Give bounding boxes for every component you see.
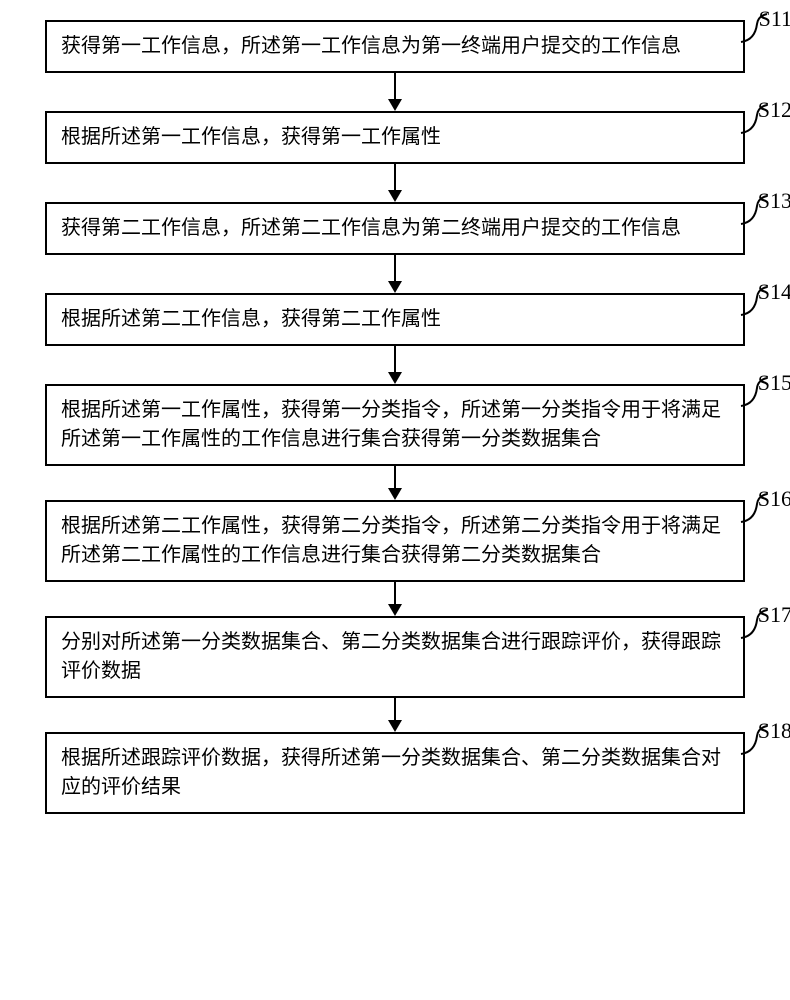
step-box: 根据所述第一工作属性，获得第一分类指令，所述第一分类指令用于将满足所述第一工作属… <box>45 384 745 466</box>
step-s140: S140 根据所述第二工作信息，获得第二工作属性 <box>45 293 745 346</box>
step-text: 获得第一工作信息，所述第一工作信息为第一终端用户提交的工作信息 <box>61 32 681 61</box>
step-s150: S150 根据所述第一工作属性，获得第一分类指令，所述第一分类指令用于将满足所述… <box>45 384 745 466</box>
step-text: 分别对所述第一分类数据集合、第二分类数据集合进行跟踪评价，获得跟踪评价数据 <box>61 628 729 686</box>
step-text: 获得第二工作信息，所述第二工作信息为第二终端用户提交的工作信息 <box>61 214 681 243</box>
step-box: 根据所述跟踪评价数据，获得所述第一分类数据集合、第二分类数据集合对应的评价结果 <box>45 732 745 814</box>
step-label: S130 <box>758 188 790 214</box>
arrow <box>45 255 745 293</box>
arrow <box>45 346 745 384</box>
step-text: 根据所述第二工作信息，获得第二工作属性 <box>61 305 441 334</box>
step-s130: S130 获得第二工作信息，所述第二工作信息为第二终端用户提交的工作信息 <box>45 202 745 255</box>
step-label: S170 <box>758 602 790 628</box>
arrow <box>45 698 745 732</box>
step-box: 获得第一工作信息，所述第一工作信息为第一终端用户提交的工作信息 <box>45 20 745 73</box>
arrow <box>45 466 745 500</box>
step-box: 根据所述第二工作属性，获得第二分类指令，所述第二分类指令用于将满足所述第二工作属… <box>45 500 745 582</box>
step-s160: S160 根据所述第二工作属性，获得第二分类指令，所述第二分类指令用于将满足所述… <box>45 500 745 582</box>
step-text: 根据所述跟踪评价数据，获得所述第一分类数据集合、第二分类数据集合对应的评价结果 <box>61 744 729 802</box>
step-label: S180 <box>758 718 790 744</box>
step-box: 获得第二工作信息，所述第二工作信息为第二终端用户提交的工作信息 <box>45 202 745 255</box>
arrow <box>45 582 745 616</box>
step-s110: S110 获得第一工作信息，所述第一工作信息为第一终端用户提交的工作信息 <box>45 20 745 73</box>
arrow <box>45 164 745 202</box>
step-label: S110 <box>759 6 790 32</box>
step-text: 根据所述第一工作属性，获得第一分类指令，所述第一分类指令用于将满足所述第一工作属… <box>61 396 729 454</box>
step-box: 根据所述第二工作信息，获得第二工作属性 <box>45 293 745 346</box>
step-box: 根据所述第一工作信息，获得第一工作属性 <box>45 111 745 164</box>
step-text: 根据所述第二工作属性，获得第二分类指令，所述第二分类指令用于将满足所述第二工作属… <box>61 512 729 570</box>
step-text: 根据所述第一工作信息，获得第一工作属性 <box>61 123 441 152</box>
step-s120: S120 根据所述第一工作信息，获得第一工作属性 <box>45 111 745 164</box>
step-s170: S170 分别对所述第一分类数据集合、第二分类数据集合进行跟踪评价，获得跟踪评价… <box>45 616 745 698</box>
step-label: S150 <box>758 370 790 396</box>
step-s180: S180 根据所述跟踪评价数据，获得所述第一分类数据集合、第二分类数据集合对应的… <box>45 732 745 814</box>
step-label: S120 <box>758 97 790 123</box>
step-label: S160 <box>758 486 790 512</box>
step-box: 分别对所述第一分类数据集合、第二分类数据集合进行跟踪评价，获得跟踪评价数据 <box>45 616 745 698</box>
step-label: S140 <box>758 279 790 305</box>
flowchart: S110 获得第一工作信息，所述第一工作信息为第一终端用户提交的工作信息 S12… <box>0 0 790 1000</box>
arrow <box>45 73 745 111</box>
